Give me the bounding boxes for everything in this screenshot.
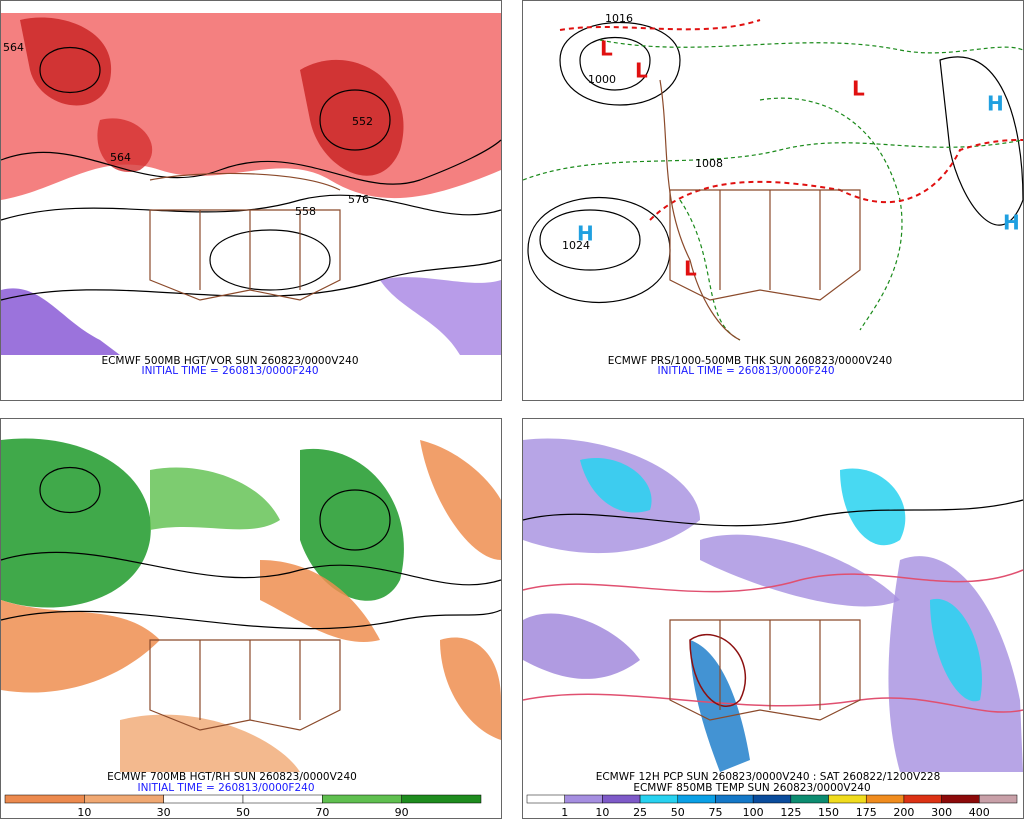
- colorbar-segment: [979, 794, 1018, 804]
- subcaption: INITIAL TIME = 260813/0000F240: [141, 365, 318, 377]
- subcaption: INITIAL TIME = 260813/0000F240: [137, 782, 314, 794]
- low-marker: L: [684, 257, 697, 281]
- colorbar-segment: [752, 794, 792, 804]
- colorbar-segment: [715, 794, 754, 804]
- colorbar-segment: [84, 794, 164, 804]
- isobar-label: 1024: [562, 239, 590, 252]
- colorbar-segment: [903, 794, 942, 804]
- colorbar-label: 1: [561, 806, 568, 819]
- subcaption: INITIAL TIME = 260813/0000F240: [657, 365, 834, 377]
- colorbar-segment: [564, 794, 603, 804]
- colorbar-label: 400: [969, 806, 990, 819]
- colorbar-label: 125: [780, 806, 801, 819]
- high-marker: H: [577, 222, 594, 246]
- colorbar-segment: [677, 794, 716, 804]
- colorbar-segment: [639, 794, 679, 804]
- low-marker: L: [600, 37, 613, 61]
- colorbar-label: 30: [157, 806, 171, 819]
- colorbar-label: 90: [395, 806, 409, 819]
- contour-label: 564: [3, 41, 24, 54]
- colorbar-segment: [828, 794, 867, 804]
- colorbar-segment: [790, 794, 829, 804]
- high-marker: H: [1003, 211, 1020, 235]
- colorbars: 10 30 50 70 90 1 10 25 50 75 100 125 150 175 200 300 400: [4, 794, 1018, 819]
- isobar-label: 1008: [695, 157, 723, 170]
- map-700mb: [0, 430, 502, 772]
- high-marker: H: [987, 92, 1004, 116]
- colorbar-segment: [322, 794, 402, 804]
- colorbar-label: 70: [315, 806, 329, 819]
- colorbar-label: 200: [893, 806, 914, 819]
- colorbar-label: 300: [931, 806, 952, 819]
- colorbar-label: 100: [743, 806, 764, 819]
- colorbar-label: 175: [856, 806, 877, 819]
- colorbar-segment: [242, 794, 323, 804]
- low-marker: L: [852, 77, 865, 101]
- colorbar-label: 25: [633, 806, 647, 819]
- isobar-label: 1016: [605, 12, 633, 25]
- contour-label: 564: [110, 151, 131, 164]
- colorbar-label: 150: [818, 806, 839, 819]
- subcaption: ECMWF 850MB TEMP SUN 260823/0000V240: [633, 782, 870, 794]
- colorbar-label: 75: [708, 806, 722, 819]
- colorbar-segment: [4, 794, 85, 804]
- caption: ECMWF 12H PCP SUN 260823/0000V240 : SAT …: [596, 771, 941, 783]
- colorbar-segment: [865, 794, 905, 804]
- isobar-label: 1000: [588, 73, 616, 86]
- contour-label: 558: [295, 205, 316, 218]
- map-500mb: [0, 13, 502, 355]
- colorbar-segment: [163, 794, 244, 804]
- colorbar-segment: [941, 794, 980, 804]
- contour-label: 576: [348, 193, 369, 206]
- low-marker: L: [635, 59, 648, 83]
- colorbar-label: 50: [236, 806, 250, 819]
- caption: ECMWF PRS/1000-500MB THK SUN 260823/0000…: [608, 355, 892, 367]
- colorbar-segment: [401, 794, 482, 804]
- map-precip: [522, 430, 1024, 772]
- colorbar-label: 10: [77, 806, 91, 819]
- map-pressure: [522, 13, 1024, 355]
- colorbar-label: 50: [671, 806, 685, 819]
- contour-label: 552: [352, 115, 373, 128]
- caption: ECMWF 700MB HGT/RH SUN 260823/0000V240: [107, 771, 357, 783]
- colorbar-segment: [526, 794, 565, 804]
- caption: ECMWF 500MB HGT/VOR SUN 260823/0000V240: [101, 355, 358, 367]
- colorbar-segment: [602, 794, 641, 804]
- colorbar-label: 10: [595, 806, 609, 819]
